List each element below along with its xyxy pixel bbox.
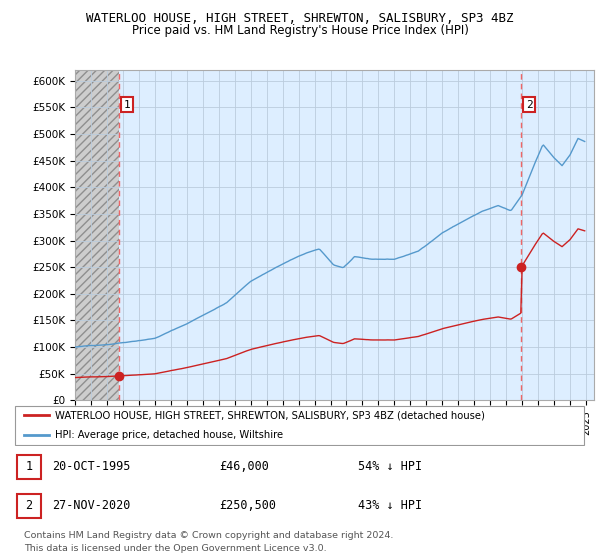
- Text: 27-NOV-2020: 27-NOV-2020: [52, 500, 131, 512]
- Text: Price paid vs. HM Land Registry's House Price Index (HPI): Price paid vs. HM Land Registry's House …: [131, 24, 469, 37]
- Text: WATERLOO HOUSE, HIGH STREET, SHREWTON, SALISBURY, SP3 4BZ (detached house): WATERLOO HOUSE, HIGH STREET, SHREWTON, S…: [55, 410, 485, 420]
- FancyBboxPatch shape: [15, 406, 584, 445]
- Text: This data is licensed under the Open Government Licence v3.0.: This data is licensed under the Open Gov…: [24, 544, 326, 553]
- Text: 1: 1: [25, 460, 32, 474]
- Text: 2: 2: [25, 500, 32, 512]
- Text: HPI: Average price, detached house, Wiltshire: HPI: Average price, detached house, Wilt…: [55, 431, 283, 440]
- Text: 54% ↓ HPI: 54% ↓ HPI: [358, 460, 422, 474]
- Bar: [75, 70, 119, 400]
- Text: 43% ↓ HPI: 43% ↓ HPI: [358, 500, 422, 512]
- Text: £46,000: £46,000: [220, 460, 269, 474]
- Text: 1: 1: [124, 100, 130, 110]
- FancyBboxPatch shape: [17, 494, 41, 518]
- Text: 20-OCT-1995: 20-OCT-1995: [52, 460, 131, 474]
- Text: 2: 2: [526, 100, 532, 110]
- Text: £250,500: £250,500: [220, 500, 277, 512]
- Text: Contains HM Land Registry data © Crown copyright and database right 2024.: Contains HM Land Registry data © Crown c…: [24, 531, 394, 540]
- Text: WATERLOO HOUSE, HIGH STREET, SHREWTON, SALISBURY, SP3 4BZ: WATERLOO HOUSE, HIGH STREET, SHREWTON, S…: [86, 12, 514, 25]
- FancyBboxPatch shape: [17, 455, 41, 479]
